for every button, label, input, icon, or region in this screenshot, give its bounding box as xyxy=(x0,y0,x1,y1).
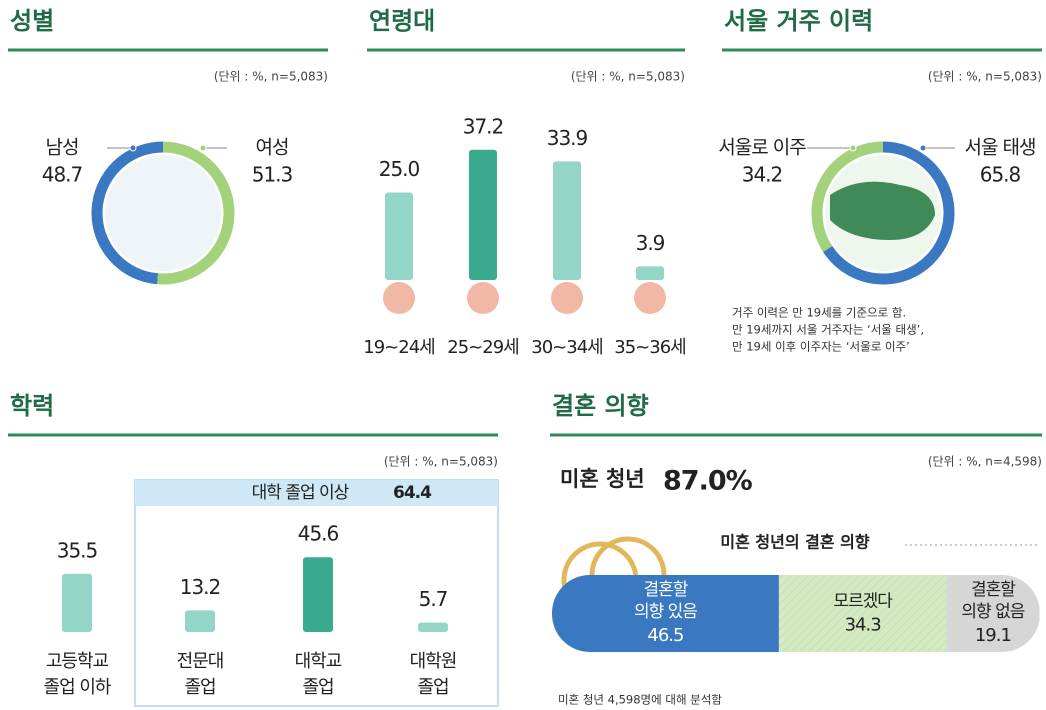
segment-label: 결혼할 xyxy=(643,580,688,600)
value-label: 34.3 xyxy=(845,615,882,636)
category-label: 졸업 이하 xyxy=(44,677,112,698)
segment-label: 의향 없음 xyxy=(961,602,1024,622)
subtitle: 미혼 청년의 결혼 의향 xyxy=(720,533,869,552)
value-label: 3.9 xyxy=(636,231,665,255)
bar xyxy=(62,573,92,632)
value-label: 45.6 xyxy=(298,522,339,546)
category-label: 졸업 xyxy=(184,677,215,698)
category-label: 대학원 xyxy=(410,651,457,672)
note: 만 19세까지 서울 거주자는 ‘서울 태생’, xyxy=(732,323,924,337)
bar xyxy=(469,149,497,280)
headline-value: 87.0% xyxy=(663,466,753,497)
bar xyxy=(636,266,664,280)
section-title: 학력 xyxy=(10,392,54,420)
value-label: 33.9 xyxy=(547,126,588,150)
category-label: 30~34세 xyxy=(531,337,602,358)
note: 거주 이력은 만 19세를 기준으로 함. xyxy=(732,306,906,320)
value-label: 37.2 xyxy=(463,114,504,138)
section-title: 성별 xyxy=(10,7,54,35)
category-label: 35~36세 xyxy=(614,337,685,358)
value-label: 5.7 xyxy=(419,587,448,611)
legend-label: 남성 xyxy=(46,137,79,159)
donut-segment xyxy=(91,141,164,285)
category-label: 대학교 xyxy=(295,651,342,672)
avatar xyxy=(551,282,583,314)
unit-label: (단위 : %, n=5,083) xyxy=(928,70,1042,84)
bar xyxy=(553,161,581,280)
note: 만 19세 이후 이주자는 ‘서울로 이주’ xyxy=(732,340,910,354)
leader-dot xyxy=(849,144,857,152)
value-label: 51.3 xyxy=(252,163,293,187)
category-label: 25~29세 xyxy=(447,337,518,358)
illustration xyxy=(105,155,221,271)
avatar xyxy=(634,282,666,314)
bar-segment xyxy=(552,575,779,652)
value-label: 34.2 xyxy=(742,163,783,187)
value-label: 35.5 xyxy=(57,538,98,562)
bar xyxy=(418,622,448,632)
bar xyxy=(385,192,413,280)
leader-dot xyxy=(199,144,207,152)
group-header xyxy=(135,480,498,506)
category-label: 고등학교 xyxy=(46,651,109,672)
value-label: 48.7 xyxy=(42,163,83,187)
leader-dot xyxy=(919,144,927,152)
category-label: 19~24세 xyxy=(363,337,434,358)
segment-label: 의향 있음 xyxy=(634,602,697,622)
bar xyxy=(303,557,333,632)
legend-label: 여성 xyxy=(256,137,289,159)
note: 미혼 청년 4,598명에 대해 분석함 xyxy=(558,693,722,707)
headline: 미혼 청년 xyxy=(560,467,645,491)
section-title: 결혼 의향 xyxy=(552,392,649,420)
donut-segment xyxy=(823,141,955,285)
section-title: 연령대 xyxy=(369,7,435,35)
bar-segment xyxy=(946,575,1040,652)
unit-label: (단위 : %, n=5,083) xyxy=(571,70,685,84)
section-title: 서울 거주 이력 xyxy=(724,7,873,35)
value-label: 13.2 xyxy=(180,575,221,599)
category-label: 졸업 xyxy=(417,677,448,698)
bar-segment xyxy=(778,575,947,652)
legend-label: 서울 태생 xyxy=(965,137,1036,159)
value-label: 65.8 xyxy=(980,163,1021,187)
group-value: 64.4 xyxy=(393,483,432,503)
group-label: 대학 졸업 이상 xyxy=(252,483,350,503)
legend-label: 서울로 이주 xyxy=(718,137,806,159)
map-icon xyxy=(830,181,935,240)
value-label: 46.5 xyxy=(647,625,683,646)
category-label: 전문대 xyxy=(177,651,224,672)
value-label: 19.1 xyxy=(975,625,1011,646)
donut-segment xyxy=(811,141,884,253)
leader-dot xyxy=(129,144,137,152)
unit-label: (단위 : %, n=5,083) xyxy=(384,455,498,469)
unit-label: (단위 : %, n=4,598) xyxy=(928,455,1042,469)
value-label: 25.0 xyxy=(379,157,420,181)
segment-label: 모르겠다 xyxy=(833,592,893,612)
avatar xyxy=(383,282,415,314)
avatar xyxy=(467,282,499,314)
donut-segment xyxy=(157,141,235,285)
segment-label: 결혼할 xyxy=(971,580,1016,600)
bar xyxy=(185,610,215,632)
unit-label: (단위 : %, n=5,083) xyxy=(214,70,328,84)
category-label: 졸업 xyxy=(302,677,333,698)
